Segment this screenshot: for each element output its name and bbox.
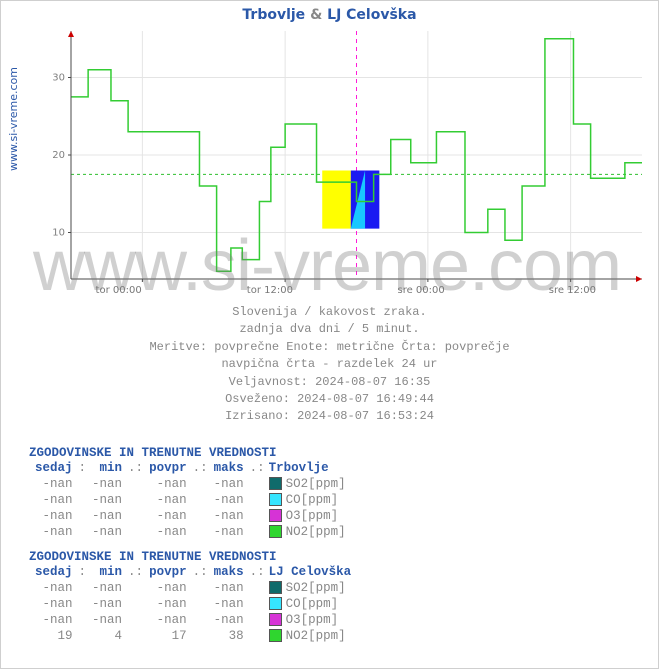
color-swatch <box>269 613 282 626</box>
cell-value: -nan <box>208 580 250 596</box>
cell-value: -nan <box>86 524 128 540</box>
cell-value: -nan <box>86 580 128 596</box>
station-name: Trbovlje <box>265 460 352 476</box>
cell-value: -nan <box>86 612 128 628</box>
cell-value: -nan <box>29 492 79 508</box>
x-tick-label: tor 12:00 <box>194 285 345 296</box>
meta-line: Osveženo: 2024-08-07 16:49:44 <box>1 391 658 408</box>
cell-value: -nan <box>86 508 128 524</box>
chart-metadata: Slovenija / kakovost zraka. zadnja dva d… <box>1 296 658 440</box>
table-row: 19 4 17 38 NO2[ppm] <box>29 628 357 644</box>
history-table: sedaj:min.:povpr.:maks.:Trbovlje-nan-nan… <box>29 460 352 540</box>
meta-line: Slovenija / kakovost zraka. <box>1 304 658 321</box>
table-title: ZGODOVINSKE IN TRENUTNE VREDNOSTI <box>29 550 630 564</box>
cell-value: -nan <box>29 524 79 540</box>
table-row: -nan -nan -nan -nan SO2[ppm] <box>29 580 357 596</box>
cell-value: -nan <box>29 596 79 612</box>
line-chart: 10 20 30 <box>43 25 648 285</box>
table-row: -nan -nan -nan -nan SO2[ppm] <box>29 476 352 492</box>
color-swatch <box>269 629 282 642</box>
svg-text:10: 10 <box>52 228 65 239</box>
series-label: NO2[ppm] <box>265 524 352 540</box>
table-title: ZGODOVINSKE IN TRENUTNE VREDNOSTI <box>29 446 630 460</box>
cell-value: -nan <box>208 476 250 492</box>
color-swatch <box>269 525 282 538</box>
title-part-a: Trbovlje <box>242 7 305 23</box>
x-tick-label: sre 00:00 <box>346 285 497 296</box>
x-tick-label: tor 00:00 <box>43 285 194 296</box>
meta-line: Izrisano: 2024-08-07 16:53:24 <box>1 408 658 425</box>
cell-value: -nan <box>208 596 250 612</box>
cell-value: -nan <box>208 524 250 540</box>
svg-text:20: 20 <box>52 150 65 161</box>
series-label: O3[ppm] <box>265 508 352 524</box>
chart-frame: Trbovlje & LJ Celovška www.si-vreme.com … <box>0 0 659 669</box>
table-row: -nan -nan -nan -nan NO2[ppm] <box>29 524 352 540</box>
cell-value: -nan <box>29 612 79 628</box>
cell-value: -nan <box>86 476 128 492</box>
series-label: CO[ppm] <box>265 596 358 612</box>
series-label: NO2[ppm] <box>265 628 358 644</box>
series-label: O3[ppm] <box>265 612 358 628</box>
col-header: min <box>86 564 128 580</box>
table-row: -nan -nan -nan -nan CO[ppm] <box>29 492 352 508</box>
cell-value: -nan <box>208 508 250 524</box>
title-amp: & <box>310 7 322 23</box>
cell-value: -nan <box>143 476 193 492</box>
table-row: -nan -nan -nan -nan CO[ppm] <box>29 596 357 612</box>
cell-value: -nan <box>208 492 250 508</box>
meta-line: navpična črta - razdelek 24 ur <box>1 356 658 373</box>
title-part-b: LJ Celovška <box>327 7 416 23</box>
cell-value: -nan <box>86 492 128 508</box>
cell-value: 19 <box>29 628 79 644</box>
chart-title: Trbovlje & LJ Celovška <box>1 1 658 25</box>
col-header: maks <box>208 460 250 476</box>
cell-value: -nan <box>143 580 193 596</box>
x-tick-label: sre 12:00 <box>497 285 648 296</box>
x-axis-ticks: tor 00:00tor 12:00sre 00:00sre 12:00 <box>43 285 648 296</box>
color-swatch <box>269 477 282 490</box>
plot-area: 102030 www.si-vreme.com <box>43 25 648 285</box>
meta-line: Veljavnost: 2024-08-07 16:35 <box>1 374 658 391</box>
cell-value: 4 <box>86 628 128 644</box>
cell-value: -nan <box>143 612 193 628</box>
series-label: SO2[ppm] <box>265 476 352 492</box>
svg-text:30: 30 <box>52 73 65 84</box>
color-swatch <box>269 581 282 594</box>
series-label: CO[ppm] <box>265 492 352 508</box>
meta-line: zadnja dva dni / 5 minut. <box>1 321 658 338</box>
cell-value: -nan <box>208 612 250 628</box>
col-header: min <box>86 460 128 476</box>
cell-value: -nan <box>29 580 79 596</box>
col-header: maks <box>208 564 250 580</box>
table-row: -nan -nan -nan -nan O3[ppm] <box>29 508 352 524</box>
data-tables: ZGODOVINSKE IN TRENUTNE VREDNOSTIsedaj:m… <box>1 446 658 668</box>
meta-line: Meritve: povprečne Enote: metrične Črta:… <box>1 339 658 356</box>
cell-value: 38 <box>208 628 250 644</box>
station-name: LJ Celovška <box>265 564 358 580</box>
col-header: povpr <box>143 460 193 476</box>
cell-value: -nan <box>143 492 193 508</box>
cell-value: -nan <box>143 508 193 524</box>
cell-value: -nan <box>86 596 128 612</box>
col-header: povpr <box>143 564 193 580</box>
y-axis-label: www.si-vreme.com <box>7 67 20 171</box>
color-swatch <box>269 493 282 506</box>
cell-value: 17 <box>143 628 193 644</box>
cell-value: -nan <box>29 476 79 492</box>
cell-value: -nan <box>143 524 193 540</box>
cell-value: -nan <box>143 596 193 612</box>
col-header: sedaj <box>29 460 79 476</box>
color-swatch <box>269 597 282 610</box>
color-swatch <box>269 509 282 522</box>
col-header: sedaj <box>29 564 79 580</box>
cell-value: -nan <box>29 508 79 524</box>
table-row: -nan -nan -nan -nan O3[ppm] <box>29 612 357 628</box>
series-label: SO2[ppm] <box>265 580 358 596</box>
history-table: sedaj:min.:povpr.:maks.:LJ Celovška-nan-… <box>29 564 357 644</box>
